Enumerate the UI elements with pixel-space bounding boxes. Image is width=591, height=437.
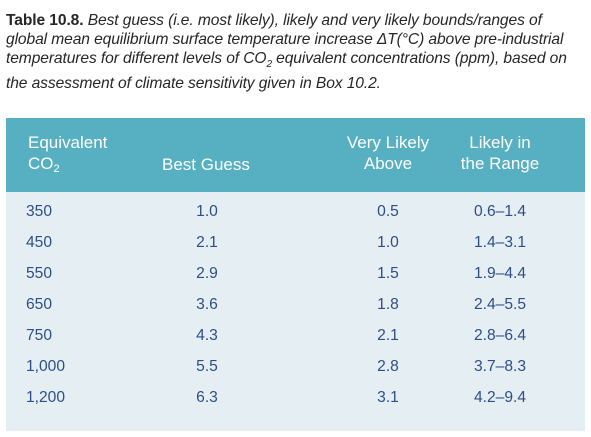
header-the-range-label: the Range	[460, 154, 540, 173]
table-row: 450 2.1 1.0 1.4–3.1	[6, 227, 585, 258]
cell-likely-range: 3.7–8.3	[473, 358, 527, 375]
header-best-guess: Best Guess	[162, 155, 250, 174]
cell-best-guess: 6.3	[196, 389, 218, 406]
table-caption-label: Table 10.8.	[6, 12, 84, 29]
cell-likely-range: 1.9–4.4	[473, 265, 527, 282]
cell-co2: 750	[26, 327, 53, 344]
cell-very-likely-above: 1.8	[377, 296, 399, 313]
cell-co2: 650	[26, 296, 53, 313]
cell-very-likely-above: 3.1	[377, 389, 399, 406]
header-equivalent-label: Equivalent	[28, 133, 108, 152]
table-row: 550 2.9 1.5 1.9–4.4	[6, 258, 585, 289]
header-above-label: Above	[363, 154, 413, 173]
cell-very-likely-above: 2.1	[377, 327, 399, 344]
cell-likely-range: 1.4–3.1	[473, 234, 527, 251]
cell-very-likely-above: 1.5	[377, 265, 399, 282]
cell-co2: 1,200	[26, 389, 66, 406]
table-row: 650 3.6 1.8 2.4–5.5	[6, 289, 585, 320]
cell-co2: 1,000	[26, 358, 66, 375]
cell-likely-range: 4.2–9.4	[473, 389, 527, 406]
table-caption-text-3: equivalent concentrations (ppm), based o…	[6, 50, 567, 93]
header-very-likely-above: Very Likely Above	[312, 132, 464, 174]
cell-best-guess: 2.1	[196, 234, 218, 251]
cell-very-likely-above: 1.0	[377, 234, 399, 251]
table-row: 350 1.0 0.5 0.6–1.4	[6, 196, 585, 227]
co2-subscript: 2	[266, 59, 272, 71]
cell-likely-range: 2.8–6.4	[473, 327, 527, 344]
cell-best-guess: 5.5	[196, 358, 218, 375]
cell-co2: 450	[26, 234, 53, 251]
table-header: Equivalent CO2 Best Guess Very Likely Ab…	[6, 118, 585, 192]
table-caption: Table 10.8. Best guess (i.e. most likely…	[6, 11, 578, 93]
table-row: 1,000 5.5 2.8 3.7–8.3	[6, 351, 585, 382]
delta-t-symbol: ΔT(°C)	[376, 31, 425, 48]
header-equivalent-co2: Equivalent CO2	[28, 132, 107, 180]
table-caption-text-1: Best guess (i.e. most likely), likely an…	[6, 12, 542, 48]
header-co2-sub: 2	[53, 163, 60, 175]
cell-likely-range: 2.4–5.5	[473, 296, 527, 313]
cell-best-guess: 4.3	[196, 327, 218, 344]
data-table: Equivalent CO2 Best Guess Very Likely Ab…	[6, 118, 585, 431]
cell-very-likely-above: 2.8	[377, 358, 399, 375]
cell-best-guess: 3.6	[196, 296, 218, 313]
cell-best-guess: 2.9	[196, 265, 218, 282]
table-row: 1,200 6.3 3.1 4.2–9.4	[6, 382, 585, 413]
header-co2-label: CO2	[28, 153, 107, 180]
header-co2-main: CO	[28, 154, 54, 173]
cell-co2: 350	[26, 203, 53, 220]
cell-best-guess: 1.0	[196, 203, 218, 220]
cell-very-likely-above: 0.5	[377, 203, 399, 220]
cell-co2: 550	[26, 265, 53, 282]
header-likely-range: Likely in the Range	[444, 132, 556, 174]
table-row: 750 4.3 2.1 2.8–6.4	[6, 320, 585, 351]
table-caption-text-2: above pre-industrial temperatures for di…	[6, 31, 564, 67]
cell-likely-range: 0.6–1.4	[473, 203, 527, 220]
header-likely-in-label: Likely in	[469, 133, 531, 152]
header-very-likely-label: Very Likely	[346, 133, 430, 152]
